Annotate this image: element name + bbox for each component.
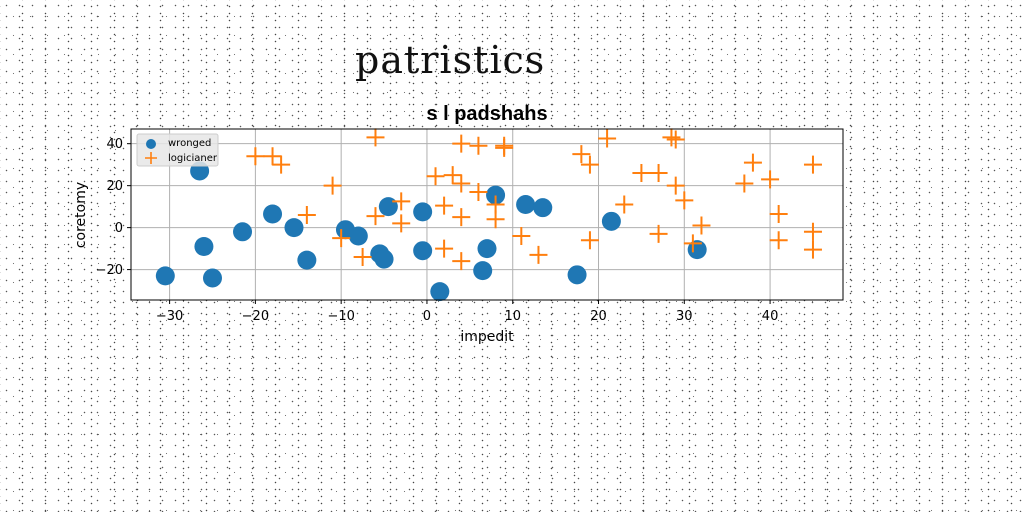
point-logicianer [649, 164, 668, 183]
point-wronged [486, 185, 506, 205]
point-logicianer [297, 206, 316, 225]
legend-marker-logicianer [145, 152, 157, 164]
point-logicianer [435, 196, 454, 215]
point-wronged [430, 282, 450, 302]
point-logicianer [452, 252, 471, 271]
point-logicianer [272, 155, 291, 174]
point-logicianer [469, 136, 488, 155]
legend-label-wronged: wronged [168, 138, 211, 149]
point-wronged [348, 226, 368, 246]
point-logicianer [803, 155, 822, 174]
point-wronged [601, 211, 621, 231]
point-logicianer [469, 182, 488, 201]
point-logicianer [529, 245, 548, 264]
y-axis-label: coretomy [73, 182, 89, 248]
x-tick-label: 40 [762, 309, 779, 324]
point-logicianer [662, 128, 681, 147]
x-tick-label: 0 [423, 309, 431, 324]
legend-marker-wronged [146, 139, 156, 149]
x-tick-label: 20 [590, 309, 607, 324]
point-wronged [297, 250, 317, 270]
point-logicianer [332, 229, 351, 248]
point-logicianer [666, 130, 685, 149]
point-logicianer [632, 164, 651, 183]
point-logicianer [452, 174, 471, 193]
point-wronged [567, 265, 587, 285]
point-logicianer [803, 240, 822, 259]
point-logicianer [435, 239, 454, 258]
legend: wronged logicianer [136, 133, 219, 167]
point-logicianer [392, 214, 411, 233]
point-logicianer [495, 136, 514, 155]
x-tick-label: 10 [504, 309, 521, 324]
point-wronged [533, 198, 553, 218]
point-wronged [378, 197, 398, 217]
point-logicianer [769, 204, 788, 223]
point-logicianer [452, 134, 471, 153]
point-logicianer [580, 155, 599, 174]
marks-layer [155, 128, 822, 302]
point-wronged [477, 239, 497, 259]
point-wronged [516, 195, 536, 215]
x-tick-label: −20 [242, 309, 269, 324]
point-logicianer [486, 210, 505, 229]
point-wronged [374, 249, 394, 269]
y-tick-label: 40 [106, 137, 123, 152]
point-logicianer [323, 176, 342, 195]
point-wronged [413, 241, 433, 261]
point-logicianer [366, 128, 385, 147]
x-axis-label: impedit [460, 329, 514, 345]
axes-layer: −30 −20 −10 0 10 20 30 40 −20 0 20 40 [96, 128, 844, 324]
point-logicianer [452, 208, 471, 227]
point-logicianer [692, 216, 711, 235]
point-logicianer [683, 234, 702, 253]
grid-layer [131, 129, 843, 300]
legend-box [136, 133, 219, 167]
point-logicianer [803, 222, 822, 241]
point-wronged [263, 204, 283, 224]
point-logicianer [443, 166, 462, 185]
y-tick-label: 0 [115, 221, 123, 236]
point-logicianer [649, 224, 668, 243]
point-logicianer [353, 247, 372, 266]
point-logicianer [743, 153, 762, 172]
point-wronged [155, 266, 175, 286]
legend-label-logicianer: logicianer [168, 153, 218, 164]
x-tick-label: 30 [676, 309, 693, 324]
point-logicianer [572, 145, 591, 164]
point-logicianer [615, 195, 634, 214]
point-logicianer [675, 191, 694, 210]
point-logicianer [598, 129, 617, 148]
plot-frame [130, 128, 844, 301]
point-logicianer [769, 231, 788, 250]
point-logicianer [426, 167, 445, 186]
x-tick-label: −10 [327, 309, 354, 324]
point-logicianer [761, 170, 780, 189]
point-wronged [284, 218, 304, 238]
y-tick-label: −20 [96, 263, 123, 278]
point-logicianer [366, 207, 385, 226]
point-logicianer [580, 231, 599, 250]
point-wronged [233, 222, 253, 242]
figure-title: patristics [355, 38, 546, 82]
point-wronged [473, 261, 493, 281]
point-logicianer [246, 147, 265, 166]
point-wronged [194, 236, 214, 256]
point-logicianer [392, 192, 411, 211]
x-tick-label: −30 [156, 309, 183, 324]
point-logicianer [263, 147, 282, 166]
point-logicianer [735, 174, 754, 193]
chart-title: s l padshahs [426, 103, 547, 125]
point-logicianer [666, 176, 685, 195]
point-wronged [413, 202, 433, 222]
point-wronged [202, 268, 222, 288]
y-tick-label: 20 [106, 179, 123, 194]
point-logicianer [512, 227, 531, 246]
